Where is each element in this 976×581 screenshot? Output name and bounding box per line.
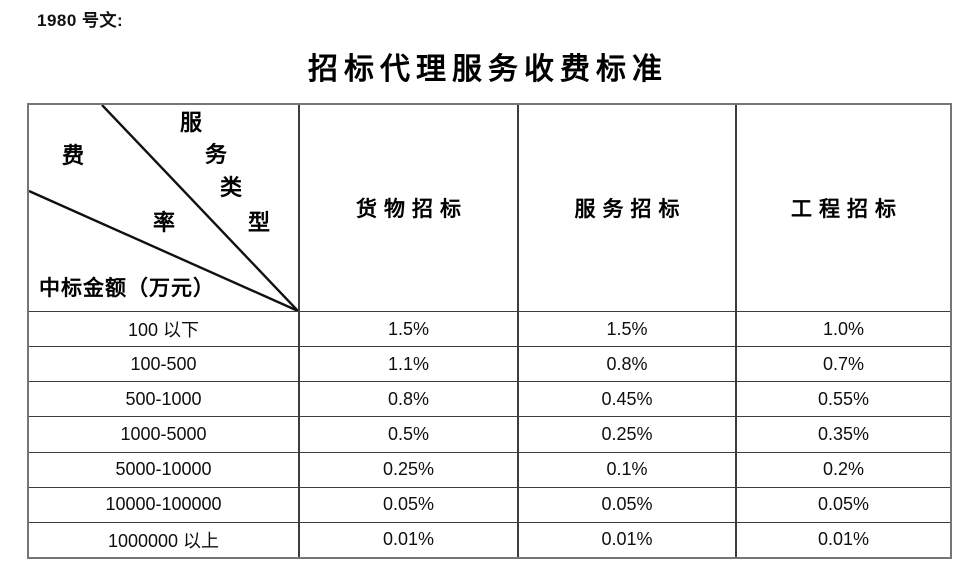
amount-range-cell: 5000-10000 bbox=[29, 451, 298, 487]
rate-cell-service: 0.25% bbox=[517, 416, 735, 452]
rate-cell-goods: 0.01% bbox=[298, 521, 517, 557]
rate-cell-goods: 0.25% bbox=[298, 451, 517, 487]
rate-cell-service: 0.01% bbox=[517, 521, 735, 557]
rate-cell-works: 1.0% bbox=[735, 311, 950, 347]
rate-cell-works: 0.2% bbox=[735, 451, 950, 487]
rate-cell-works: 0.55% bbox=[735, 381, 950, 417]
rate-cell-goods: 0.8% bbox=[298, 381, 517, 417]
amount-range-cell: 10000-100000 bbox=[29, 486, 298, 522]
table-corner-cell: 服 务 类 型 费 率 中标金额（万元） bbox=[29, 105, 298, 311]
corner-service-type-char: 型 bbox=[248, 210, 271, 235]
corner-fee-rate-char: 费 bbox=[62, 143, 85, 168]
rate-cell-service: 0.05% bbox=[517, 486, 735, 522]
amount-range-cell: 1000000 以上 bbox=[29, 521, 298, 557]
doc-reference: 1980 号文: bbox=[37, 11, 124, 30]
rate-cell-works: 0.35% bbox=[735, 416, 950, 452]
corner-service-type-char: 类 bbox=[220, 175, 243, 200]
amount-range-cell: 100-500 bbox=[29, 346, 298, 381]
rate-cell-goods: 0.5% bbox=[298, 416, 517, 452]
amount-range-cell: 1000-5000 bbox=[29, 416, 298, 451]
rate-cell-service: 0.1% bbox=[517, 451, 735, 487]
rate-cell-service: 0.45% bbox=[517, 381, 735, 417]
rate-cell-service: 1.5% bbox=[517, 311, 735, 347]
rate-cell-service: 0.8% bbox=[517, 346, 735, 382]
column-header-works: 工程招标 bbox=[735, 105, 950, 311]
corner-fee-rate-char: 率 bbox=[153, 210, 176, 235]
rate-cell-goods: 0.05% bbox=[298, 486, 517, 522]
corner-amount-label: 中标金额（万元） bbox=[39, 276, 215, 300]
column-header-goods: 货物招标 bbox=[298, 105, 517, 311]
rate-cell-works: 0.01% bbox=[735, 521, 950, 557]
diagonal-lines bbox=[29, 105, 298, 311]
corner-service-type-char: 服 bbox=[180, 110, 203, 135]
rate-cell-works: 0.7% bbox=[735, 346, 950, 382]
rate-cell-goods: 1.1% bbox=[298, 346, 517, 382]
rate-cell-goods: 1.5% bbox=[298, 311, 517, 347]
amount-range-cell: 100 以下 bbox=[29, 311, 298, 346]
amount-range-cell: 500-1000 bbox=[29, 381, 298, 416]
column-header-service: 服务招标 bbox=[517, 105, 735, 311]
page-title: 招标代理服务收费标准 bbox=[308, 53, 668, 86]
corner-service-type-char: 务 bbox=[205, 142, 228, 167]
rate-cell-works: 0.05% bbox=[735, 486, 950, 522]
fee-standard-table: 服 务 类 型 费 率 中标金额（万元） 货物招标 服务招标 工程招标 100 … bbox=[27, 103, 952, 559]
